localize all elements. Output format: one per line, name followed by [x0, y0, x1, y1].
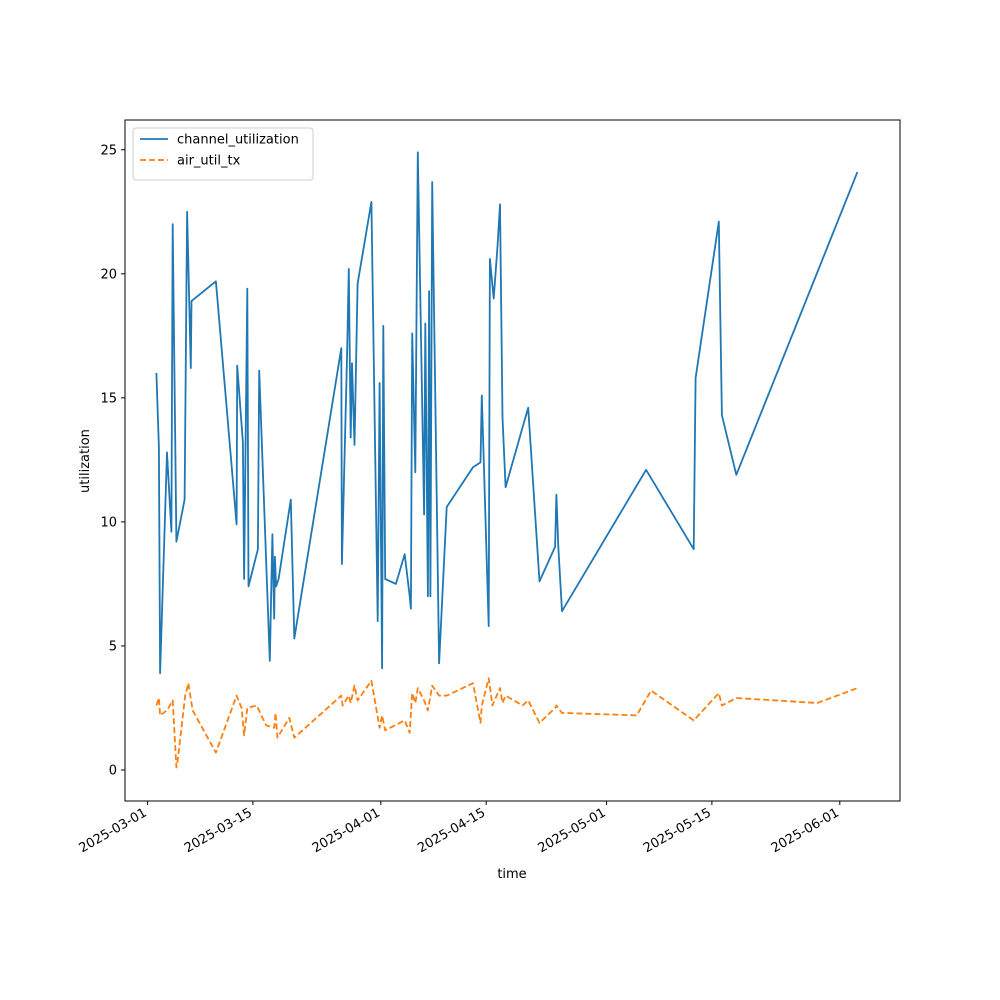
y-tick-label: 5 — [109, 639, 117, 654]
series-line-air_util_tx — [155, 677, 858, 769]
y-tick-label: 0 — [109, 763, 117, 778]
axes-frame — [124, 119, 901, 802]
y-tick-label: 15 — [100, 391, 117, 406]
legend-label-air_util_tx: air_util_tx — [177, 154, 241, 169]
legend-box — [132, 127, 314, 181]
x-axis-title: time — [497, 867, 526, 882]
y-tick-label: 10 — [100, 515, 117, 530]
y-tick-label: 20 — [100, 267, 117, 282]
series-lines — [155, 151, 859, 769]
legend-label-channel_utilization: channel_utilization — [177, 133, 299, 148]
series-line-channel_utilization — [155, 151, 859, 675]
y-axis-title: utilization — [78, 429, 93, 493]
y-axis-ticks: 0 5 10 15 20 25 — [100, 143, 125, 778]
legend: channel_utilization air_util_tx — [132, 127, 314, 181]
y-tick-label: 25 — [100, 143, 117, 158]
